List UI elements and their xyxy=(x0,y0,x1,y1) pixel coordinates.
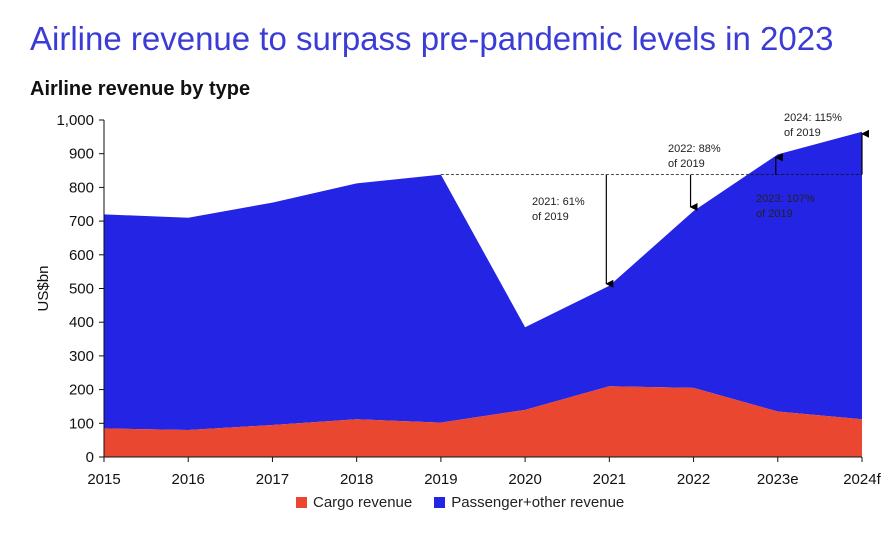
series-area-cargo xyxy=(104,386,862,457)
y-tick-label: 900 xyxy=(69,146,94,163)
y-tick-label: 200 xyxy=(69,382,94,399)
annotation-label: of 2019 xyxy=(532,211,569,223)
legend-item-passenger: Passenger+other revenue xyxy=(434,494,624,511)
annotation-label: 2023: 107% xyxy=(756,193,815,205)
x-tick-label: 2020 xyxy=(508,471,541,488)
y-tick-label: 700 xyxy=(69,213,94,230)
y-tick-label: 300 xyxy=(69,348,94,365)
annotation-label: 2021: 61% xyxy=(532,196,585,208)
y-tick-label: 800 xyxy=(69,179,94,196)
y-tick-label: 0 xyxy=(86,449,94,466)
y-tick-label: 1,000 xyxy=(56,112,94,129)
x-tick-label: 2019 xyxy=(424,471,457,488)
y-tick-label: 100 xyxy=(69,415,94,432)
x-tick-label: 2021 xyxy=(593,471,626,488)
x-tick-label: 2023e xyxy=(757,471,799,488)
annotation-label: of 2019 xyxy=(756,208,793,220)
y-tick-label: 400 xyxy=(69,314,94,331)
annotation-label: of 2019 xyxy=(668,158,705,170)
y-axis-label: US$bn xyxy=(35,266,52,312)
x-tick-label: 2024f xyxy=(843,471,881,488)
y-tick-label: 600 xyxy=(69,247,94,264)
annotation-label: 2022: 88% xyxy=(668,143,721,155)
series-area-passenger xyxy=(104,131,862,431)
x-tick-label: 2015 xyxy=(87,471,120,488)
legend-item-cargo: Cargo revenue xyxy=(296,494,412,511)
legend-label-passenger: Passenger+other revenue xyxy=(451,494,625,511)
legend-swatch-cargo xyxy=(296,497,307,508)
y-tick-label: 500 xyxy=(69,281,94,298)
legend-swatch-passenger xyxy=(434,497,446,508)
chart-legend: Cargo revenue Passenger+other revenue xyxy=(296,494,624,511)
x-tick-label: 2022 xyxy=(677,471,710,488)
x-tick-label: 2017 xyxy=(256,471,289,488)
chart-subtitle: Airline revenue by type xyxy=(30,78,251,100)
x-tick-label: 2018 xyxy=(340,471,373,488)
legend-label-cargo: Cargo revenue xyxy=(313,494,413,511)
x-tick-label: 2016 xyxy=(172,471,205,488)
chart-title: Airline revenue to surpass pre-pandemic … xyxy=(30,20,834,57)
annotation-label: 2024: 115% xyxy=(784,112,842,124)
annotation-label: of 2019 xyxy=(784,127,821,139)
